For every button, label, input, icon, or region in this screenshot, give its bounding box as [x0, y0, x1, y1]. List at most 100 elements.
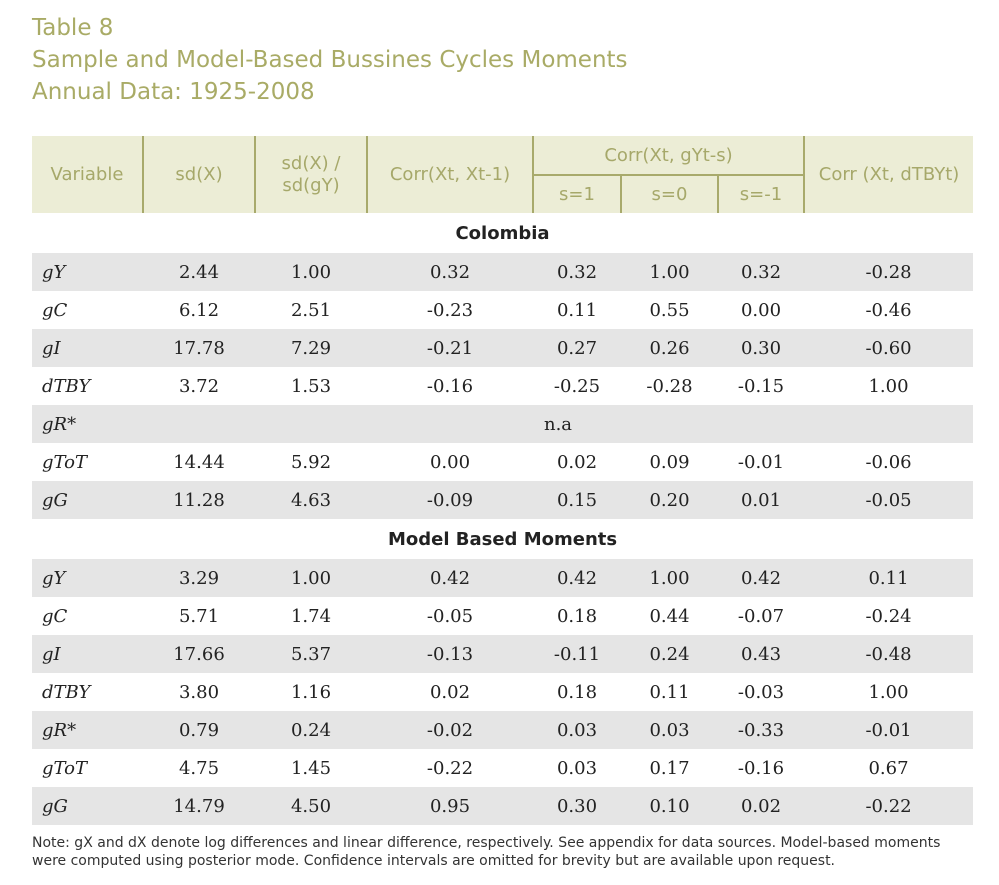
corr-sm1-cell: 0.02 — [718, 787, 805, 825]
sd-cell: 4.75 — [178, 757, 220, 779]
sd-cell: 17.66 — [143, 635, 255, 673]
autocorr-cell: 0.32 — [367, 253, 533, 291]
section-title: Colombia — [32, 213, 974, 253]
corr-sm1-cell: 0.01 — [718, 481, 805, 519]
header-sd: sd(X) — [142, 136, 255, 213]
header-s1: s=1 — [532, 175, 621, 213]
table-row: gI 17.78 7.29 -0.21 0.27 0.26 0.30 -0.60 — [32, 329, 974, 367]
corr-s1-cell: 0.18 — [556, 605, 598, 627]
sd-cell: 0.79 — [143, 711, 255, 749]
corr-s0-cell: 0.10 — [621, 787, 718, 825]
autocorr-cell: -0.05 — [426, 605, 474, 627]
table-row: gToT 14.44 5.92 0.00 0.02 0.09 -0.01 -0.06 — [32, 443, 973, 481]
header-sd-ratio: sd(X) / sd(gY) — [254, 136, 367, 213]
corr-s0-cell: 0.26 — [621, 329, 718, 367]
corr-tb-cell: -0.05 — [804, 481, 974, 519]
table-title: Table 8 Sample and Model-Based Bussines … — [32, 12, 628, 108]
corr-sm1-cell: 0.32 — [718, 253, 805, 291]
table-row: gY 3.29 1.00 0.42 0.42 1.00 0.42 0.11 — [32, 559, 974, 597]
corr-tb-cell: -0.22 — [804, 787, 974, 825]
autocorr-cell: -0.23 — [426, 299, 474, 321]
corr-s1-cell: 0.42 — [533, 559, 621, 597]
sd-ratio-cell: 1.00 — [255, 559, 367, 597]
sd-ratio-cell: 4.50 — [255, 787, 367, 825]
corr-sm1-cell: -0.07 — [737, 605, 785, 627]
corr-tb-cell: 0.11 — [804, 559, 974, 597]
table-row: gG 11.28 4.63 -0.09 0.15 0.20 0.01 -0.05 — [32, 481, 974, 519]
variable-cell: gG — [32, 481, 143, 519]
header-sd-ratio-line1: sd(X) / — [281, 152, 341, 174]
corr-s1-cell: 0.32 — [533, 253, 621, 291]
sd-ratio-cell: 2.51 — [290, 299, 332, 321]
corr-sm1-cell: -0.15 — [737, 375, 785, 397]
table-row: gR* n.a — [32, 405, 974, 443]
corr-s1-cell: 0.11 — [556, 299, 598, 321]
corr-s0-cell: 0.09 — [649, 451, 690, 473]
autocorr-cell: -0.22 — [426, 757, 474, 779]
sd-cell: 2.44 — [143, 253, 255, 291]
sd-cell: 3.29 — [143, 559, 255, 597]
autocorr-cell: -0.21 — [367, 329, 533, 367]
corr-s1-cell: 0.27 — [533, 329, 621, 367]
variable-cell: gToT — [42, 757, 87, 779]
variable-cell: dTBY — [42, 375, 91, 397]
sd-ratio-cell: 1.45 — [290, 757, 332, 779]
sd-cell: 11.28 — [143, 481, 255, 519]
autocorr-cell: -0.16 — [426, 375, 474, 397]
section-header-row: Model Based Moments — [32, 519, 974, 559]
autocorr-cell: -0.02 — [367, 711, 533, 749]
corr-s1-cell: 0.03 — [533, 711, 621, 749]
sd-cell: 14.79 — [143, 787, 255, 825]
corr-s0-cell: 0.20 — [621, 481, 718, 519]
corr-s1-cell: 0.15 — [533, 481, 621, 519]
variable-cell: gToT — [42, 451, 87, 473]
corr-tb-cell: -0.24 — [865, 605, 912, 627]
header-variable: Variable — [32, 136, 143, 213]
corr-sm1-cell: 0.43 — [718, 635, 805, 673]
variable-cell: dTBY — [42, 681, 91, 703]
table-row: dTBY 3.80 1.16 0.02 0.18 0.11 -0.03 1.00 — [32, 673, 973, 711]
sd-cell: 5.71 — [178, 605, 220, 627]
variable-cell: gI — [32, 329, 143, 367]
table-row: gR* 0.79 0.24 -0.02 0.03 0.03 -0.33 -0.01 — [32, 711, 974, 749]
variable-cell: gC — [42, 299, 68, 321]
variable-cell: gY — [32, 253, 143, 291]
corr-s1-cell: 0.30 — [533, 787, 621, 825]
variable-cell: gG — [32, 787, 143, 825]
corr-s0-cell: 0.55 — [649, 299, 690, 321]
table-row: gC 5.71 1.74 -0.05 0.18 0.44 -0.07 -0.24 — [32, 597, 973, 635]
corr-sm1-cell: -0.01 — [737, 451, 785, 473]
sd-ratio-cell: 5.92 — [290, 451, 332, 473]
corr-tb-cell: 0.67 — [868, 757, 909, 779]
corr-tb-cell: -0.01 — [804, 711, 974, 749]
table-row: gI 17.66 5.37 -0.13 -0.11 0.24 0.43 -0.48 — [32, 635, 974, 673]
table-row: dTBY 3.72 1.53 -0.16 -0.25 -0.28 -0.15 1.00 — [32, 367, 973, 405]
table-row: gC 6.12 2.51 -0.23 0.11 0.55 0.00 -0.46 — [32, 291, 973, 329]
corr-tb-cell: -0.28 — [804, 253, 974, 291]
autocorr-cell: 0.00 — [429, 451, 471, 473]
corr-s1-cell: 0.02 — [556, 451, 598, 473]
corr-s0-cell: -0.28 — [646, 375, 693, 397]
corr-s0-cell: 0.11 — [649, 681, 690, 703]
variable-cell: gR* — [32, 405, 143, 443]
table-body: Colombia gY 2.44 1.00 0.32 0.32 1.00 0.32 -0.28 g… — [32, 213, 974, 825]
corr-tb-cell: -0.06 — [865, 451, 912, 473]
sd-ratio-cell: 4.63 — [255, 481, 367, 519]
corr-sm1-cell: -0.03 — [737, 681, 785, 703]
corr-s0-cell: 0.44 — [649, 605, 690, 627]
corr-sm1-cell: 0.00 — [740, 299, 782, 321]
table-note: Note: gX and dX denote log differences a… — [32, 835, 941, 869]
corr-tb-cell: 1.00 — [868, 375, 909, 397]
corr-s1-cell: -0.25 — [553, 375, 601, 397]
section-title: Model Based Moments — [32, 519, 974, 559]
corr-s1-cell: 0.18 — [556, 681, 598, 703]
variable-cell: gY — [32, 559, 143, 597]
header-corr-group: Corr(Xt, gYt-s) — [531, 136, 805, 176]
sd-cell: 3.80 — [178, 681, 220, 703]
sd-ratio-cell: 1.74 — [290, 605, 332, 627]
corr-s1-cell: 0.03 — [556, 757, 598, 779]
autocorr-cell: -0.09 — [367, 481, 533, 519]
moments-table: Variable sd(X) sd(X) / sd(gY) Corr(Xt, X… — [32, 136, 974, 825]
sd-cell: 3.72 — [178, 375, 220, 397]
na-cell: n.a — [143, 405, 974, 443]
